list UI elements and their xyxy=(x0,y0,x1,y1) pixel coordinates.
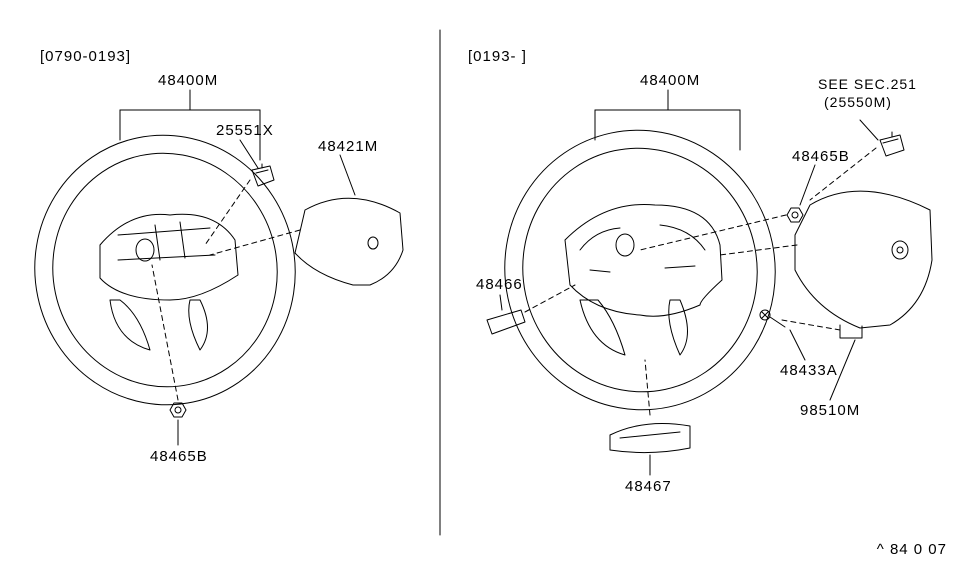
label-48466: 48466 xyxy=(476,276,523,293)
screw-right xyxy=(760,310,785,327)
nut-right xyxy=(787,208,803,222)
label-25550m: (25550M) xyxy=(824,94,892,110)
lid-lower-right xyxy=(610,423,690,452)
label-25551x: 25551X xyxy=(216,122,274,139)
airbag-module-right xyxy=(795,191,932,338)
ref-switch-right xyxy=(880,132,904,156)
date-range-left: [0790-0193] xyxy=(40,48,131,65)
label-98510m: 98510M xyxy=(800,402,860,419)
right-panel xyxy=(479,90,932,475)
label-see-sec: SEE SEC.251 xyxy=(818,76,917,92)
label-48421m: 48421M xyxy=(318,138,378,155)
date-range-right: [0193- ] xyxy=(468,48,527,65)
diagram-code: ^ 84 0 07 xyxy=(877,541,947,558)
label-48400m-right: 48400M xyxy=(640,72,700,89)
wheel-rim-inner-left xyxy=(31,132,299,407)
horn-pad-left xyxy=(295,198,403,285)
label-48465b-right: 48465B xyxy=(792,148,850,165)
wheel-hub-left xyxy=(100,214,238,350)
wheel-rim-outer-right xyxy=(479,105,801,435)
label-48467: 48467 xyxy=(625,478,672,495)
label-48433a: 48433A xyxy=(780,362,838,379)
nut-left xyxy=(170,403,186,417)
wheel-rim-outer-left xyxy=(10,111,320,429)
label-48465b-left: 48465B xyxy=(150,448,208,465)
wheel-rim-inner-right xyxy=(500,126,780,413)
label-48400m-left: 48400M xyxy=(158,72,218,89)
wheel-hub-right xyxy=(565,204,722,355)
